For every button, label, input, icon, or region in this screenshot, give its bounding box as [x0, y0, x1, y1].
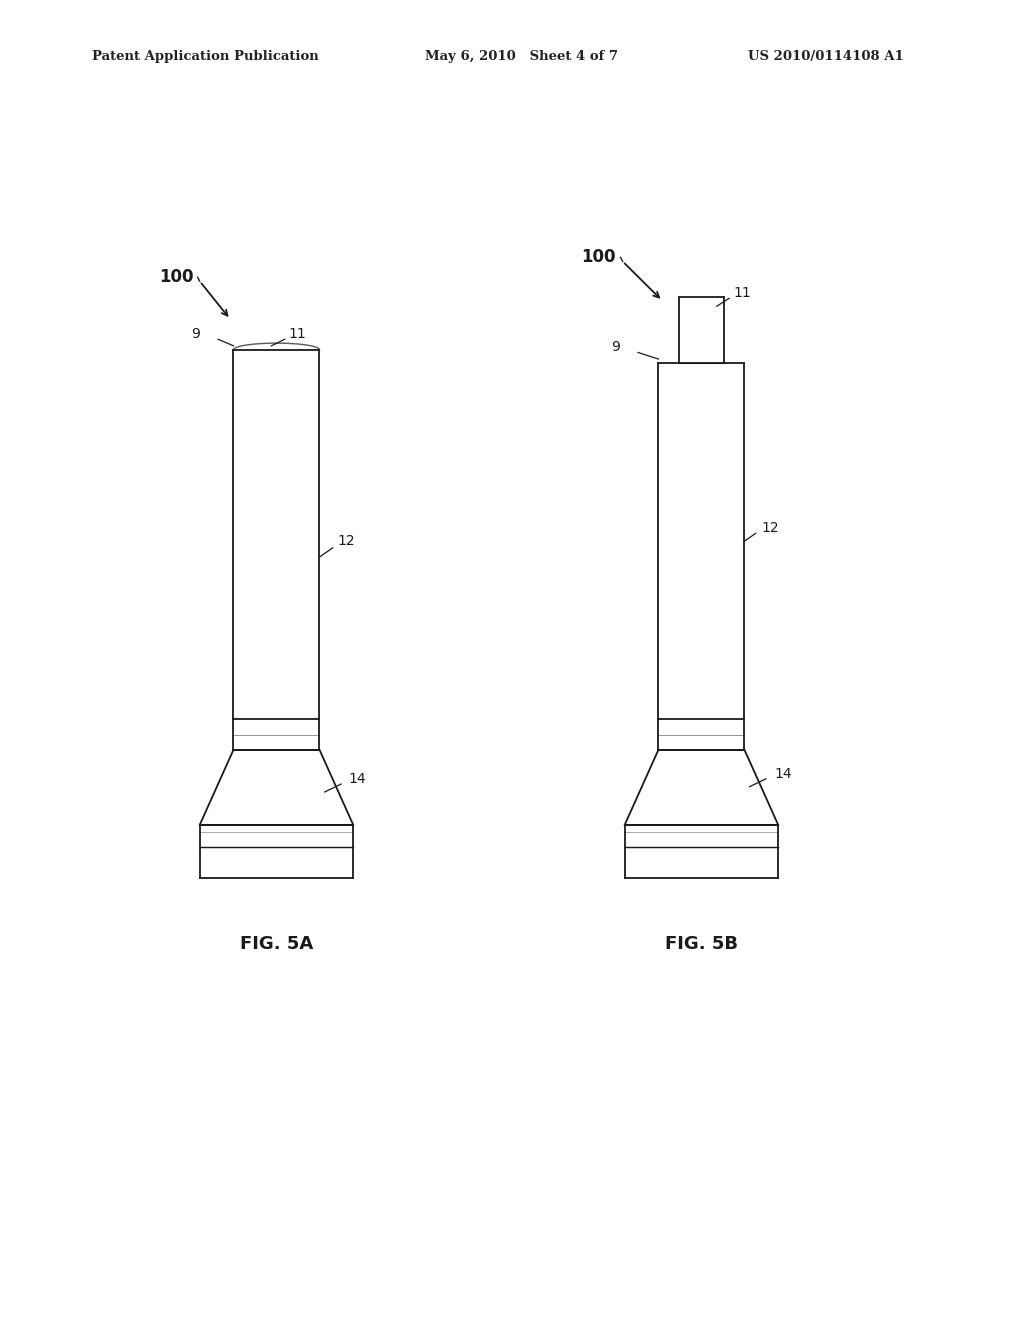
Text: 12: 12: [338, 535, 355, 548]
Text: US 2010/0114108 A1: US 2010/0114108 A1: [748, 50, 903, 63]
Text: 9: 9: [610, 341, 620, 354]
Text: FIG. 5B: FIG. 5B: [665, 935, 738, 953]
Text: 14: 14: [348, 772, 366, 785]
Text: 9: 9: [190, 327, 200, 341]
Text: May 6, 2010   Sheet 4 of 7: May 6, 2010 Sheet 4 of 7: [425, 50, 617, 63]
Text: 14: 14: [774, 767, 792, 780]
Text: Patent Application Publication: Patent Application Publication: [92, 50, 318, 63]
Text: 11: 11: [733, 286, 751, 300]
Text: FIG. 5A: FIG. 5A: [240, 935, 313, 953]
Text: 12: 12: [762, 521, 779, 535]
Text: 11: 11: [289, 327, 306, 341]
Text: 100: 100: [582, 248, 616, 267]
Text: 100: 100: [159, 268, 194, 286]
